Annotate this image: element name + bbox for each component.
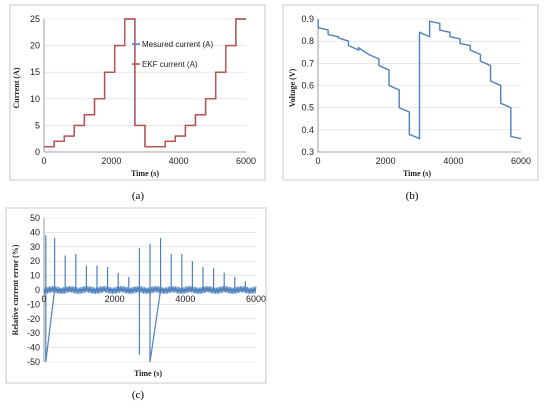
- chart-c-ytick-label: 20: [30, 256, 40, 266]
- chart-a-xtick-label: 2000: [101, 156, 121, 166]
- chart-c-xtick-label: 0: [41, 294, 46, 304]
- chart-b-series-line-0: [317, 18, 522, 140]
- chart-c-ytick-label: 0: [35, 285, 40, 295]
- chart-a-ytick-label: 10: [30, 94, 40, 104]
- chart-b-ytick-label: 0.7: [301, 58, 314, 68]
- chart-c-xtick-label: 4000: [175, 294, 195, 304]
- chart-a-ytick-label: 15: [30, 67, 40, 77]
- chart-c-ytick-label: 50: [30, 213, 40, 223]
- chart-a-legend: Mesured current (A) EKF current (A): [132, 40, 213, 69]
- chart-panel-b: 0.3 0.4 0.5 0.6 0.7 0.8 0.9 0 2000 4000 6000 Time …: [282, 4, 539, 202]
- chart-b-ylabel: Voltage (V): [288, 68, 297, 107]
- chart-b-ytick-label: 0.5: [301, 103, 314, 113]
- chart-a-xtick-label: 6000: [236, 156, 256, 166]
- chart-b-xtick-label: 4000: [443, 156, 463, 166]
- chart-c-xtick-label: 6000: [246, 294, 266, 304]
- chart-b-ytick-label: 0.4: [301, 125, 314, 135]
- chart-a-caption: (a): [132, 190, 145, 202]
- chart-b-xlabel: Time (s): [403, 169, 431, 178]
- chart-a-ytick-label: 25: [30, 14, 40, 24]
- chart-c-series: [43, 235, 257, 363]
- chart-b-ytick-label: 0.8: [301, 36, 314, 46]
- legend-label-ekf: EKF current (A): [142, 60, 198, 69]
- chart-c-noise-band: [43, 286, 257, 294]
- chart-c-ylabel: Relative current error (%): [11, 244, 20, 335]
- chart-c-ytick-label: -40: [27, 343, 40, 353]
- chart-a-axes: [43, 19, 246, 153]
- chart-c-ytick-label: 10: [30, 271, 40, 281]
- chart-c-ytick-label: -10: [27, 299, 40, 309]
- chart-b-series: [317, 18, 522, 140]
- chart-c-ytick-label: -50: [27, 357, 40, 367]
- chart-a-ytick-label: 5: [35, 120, 40, 130]
- chart-a-tick-labels: 0 5 10 15 20 25 0 2000 4000 6000: [30, 14, 256, 166]
- chart-a-ytick-label: 0: [35, 147, 40, 157]
- chart-b-ytick-label: 0.6: [301, 81, 314, 91]
- chart-c-frame: [5, 207, 267, 384]
- chart-c-ytick-label: 40: [30, 227, 40, 237]
- chart-c-ytick-label: -30: [27, 328, 40, 338]
- chart-a-xlabel: Time (s): [131, 169, 159, 178]
- chart-a-frame: [9, 4, 266, 181]
- chart-b-tick-labels: 0.3 0.4 0.5 0.6 0.7 0.8 0.9 0 2000 4000 6000: [301, 14, 531, 166]
- chart-b-xtick-label: 0: [315, 156, 320, 166]
- chart-a-series: [44, 18, 246, 148]
- chart-a-xtick-label: 0: [41, 156, 46, 166]
- chart-a-xtick-label: 4000: [169, 156, 189, 166]
- legend-label-measured: Mesured current (A): [142, 40, 213, 49]
- chart-b-frame: [282, 4, 539, 181]
- chart-a-ytick-label: 20: [30, 41, 40, 51]
- chart-b-ytick-label: 0.9: [301, 14, 314, 24]
- chart-panel-a: 0 5 10 15 20 25 0 2000 4000 6000 Time (s) Current…: [9, 4, 266, 202]
- chart-c-xtick-label: 2000: [105, 294, 125, 304]
- chart-b-caption: (b): [406, 190, 419, 202]
- chart-c-xlabel: Time (s): [134, 369, 162, 378]
- chart-c-caption: (c): [132, 389, 145, 401]
- chart-b-xtick-label: 2000: [376, 156, 396, 166]
- chart-a-series-line-1: [44, 18, 246, 148]
- chart-a-ylabel: Current (A): [12, 67, 21, 108]
- chart-c-ytick-label: 30: [30, 242, 40, 252]
- chart-b-xtick-label: 6000: [511, 156, 531, 166]
- chart-b-axes: [317, 19, 521, 153]
- chart-c-ytick-label: -20: [27, 314, 40, 324]
- chart-b-ytick-label: 0.3: [301, 147, 314, 157]
